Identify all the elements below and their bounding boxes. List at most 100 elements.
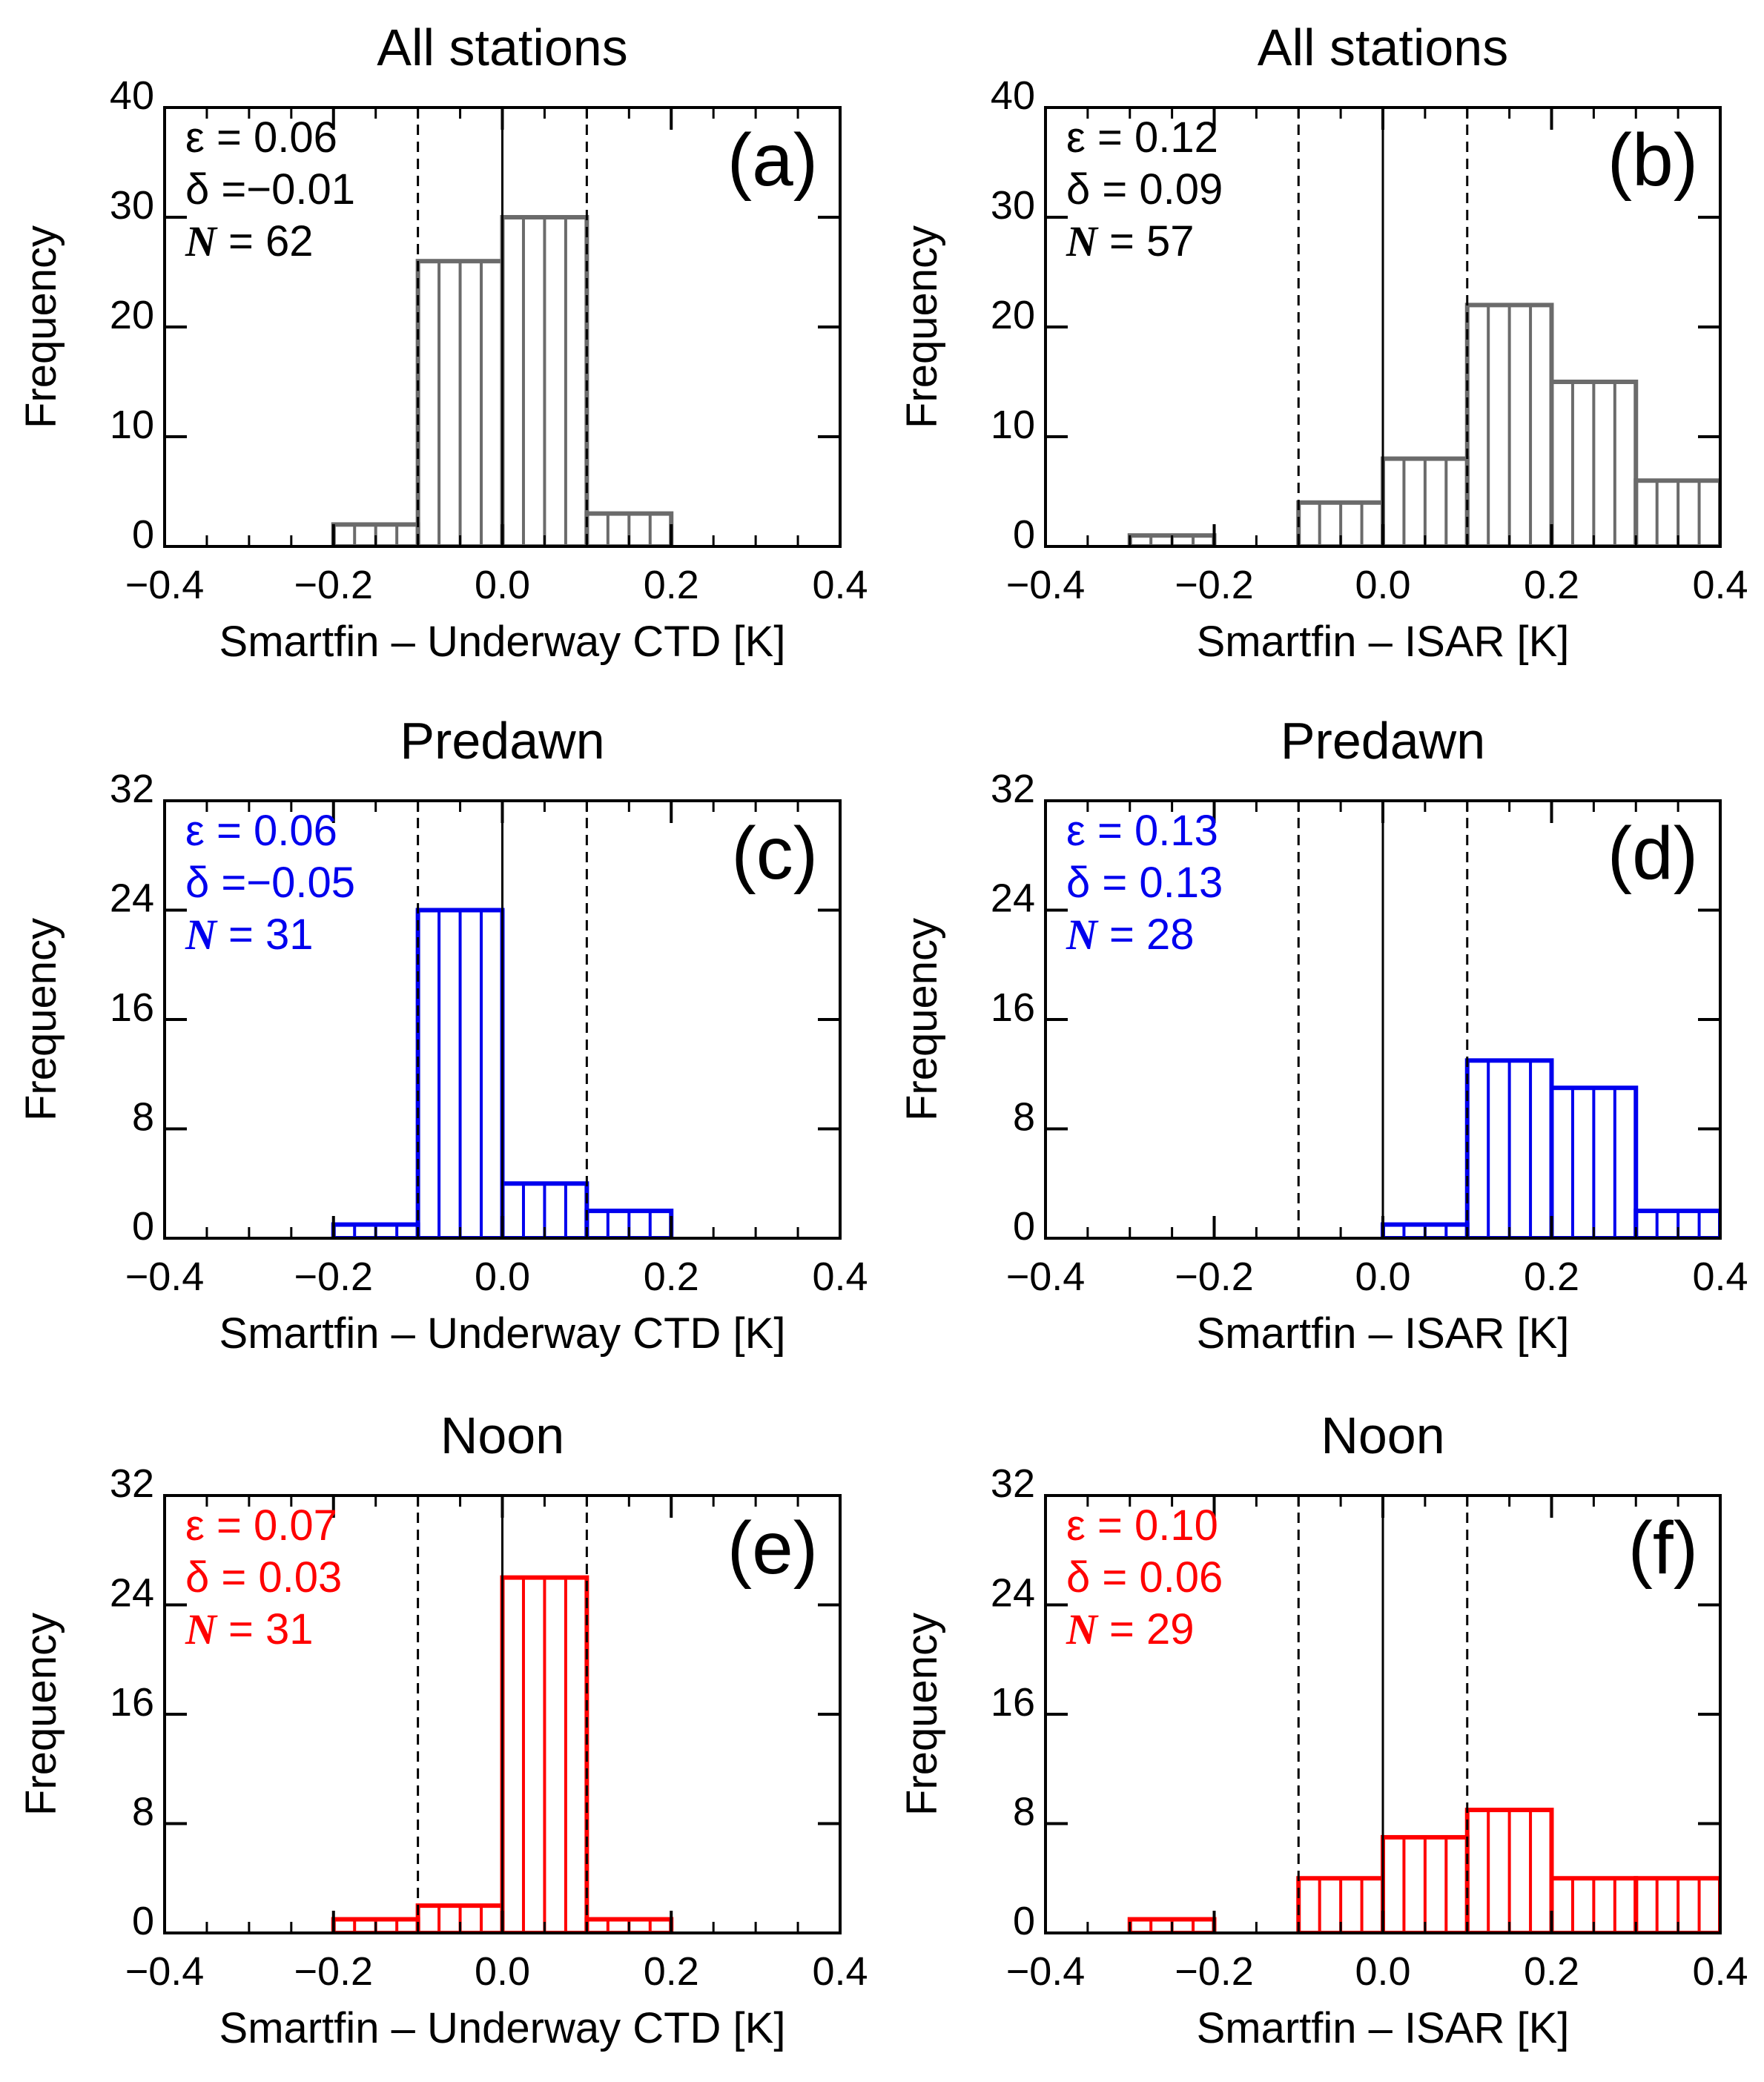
stat-n-value: = 29 <box>1097 1605 1195 1653</box>
x-tick-label: −0.4 <box>125 1949 205 1994</box>
x-tick-label: 0.2 <box>644 1255 699 1299</box>
y-tick-label: 16 <box>110 1680 154 1725</box>
y-tick-label: 32 <box>110 767 154 811</box>
y-tick-label: 0 <box>1013 1899 1035 1943</box>
y-tick-label: 24 <box>991 1571 1035 1616</box>
stat-count: N = 57 <box>1066 217 1195 265</box>
y-axis-label: Frequency <box>898 918 946 1121</box>
x-axis-label: Smartfin – Underway CTD [K] <box>219 618 786 666</box>
y-tick-label: 30 <box>110 183 154 228</box>
stat-n-symbol: N <box>185 911 218 959</box>
chart-title: Predawn <box>1281 712 1485 770</box>
stat-epsilon: ε = 0.06 <box>185 807 337 855</box>
panel-label: (d) <box>1608 812 1698 895</box>
x-tick-label: 0.0 <box>475 1949 530 1994</box>
stat-n-symbol: N <box>185 1605 218 1653</box>
y-tick-label: 0 <box>132 1204 154 1249</box>
y-tick-label: 24 <box>991 876 1035 921</box>
y-tick-label: 32 <box>110 1461 154 1506</box>
stat-delta: δ = 0.06 <box>1066 1553 1223 1602</box>
y-tick-label: 10 <box>110 403 154 447</box>
y-tick-label: 40 <box>110 73 154 118</box>
histogram-bar <box>1718 1222 1720 1238</box>
stat-n-symbol: N <box>1066 1605 1099 1653</box>
histogram-bar <box>415 908 505 1238</box>
stat-n-value: = 31 <box>217 1605 314 1653</box>
bars-b <box>1127 303 1720 546</box>
chart-title: All stations <box>377 19 627 76</box>
x-tick-label: −0.2 <box>1175 1949 1254 1994</box>
panel-label: (f) <box>1628 1507 1698 1590</box>
stat-epsilon: ε = 0.13 <box>1066 807 1218 855</box>
stat-n-value: = 57 <box>1097 217 1195 265</box>
stat-n-value: = 31 <box>217 911 314 959</box>
x-tick-label: −0.2 <box>294 1255 373 1299</box>
y-axis-label: Frequency <box>17 918 65 1121</box>
stat-n-value: = 62 <box>217 217 314 265</box>
x-tick-label: −0.2 <box>1175 563 1254 607</box>
y-tick-label: 20 <box>991 293 1035 337</box>
x-tick-label: 0.4 <box>1692 1255 1748 1299</box>
stat-epsilon: ε = 0.12 <box>1066 113 1218 162</box>
x-tick-label: 0.2 <box>1524 563 1579 607</box>
stat-count: N = 31 <box>185 1605 314 1653</box>
histogram-bar <box>1549 380 1639 546</box>
chart-title: Noon <box>440 1407 564 1464</box>
x-tick-label: 0.2 <box>644 563 699 607</box>
chart-title: All stations <box>1258 19 1508 76</box>
x-tick-label: −0.4 <box>125 563 205 607</box>
y-axis-label: Frequency <box>17 225 65 429</box>
x-axis-label: Smartfin – Underway CTD [K] <box>219 1309 786 1358</box>
x-tick-label: −0.4 <box>1006 563 1086 607</box>
y-tick-label: 32 <box>991 1461 1035 1506</box>
x-tick-label: −0.4 <box>1006 1255 1086 1299</box>
bars-f <box>1127 1808 1720 1933</box>
panel-label: (b) <box>1608 119 1698 202</box>
histogram-bar <box>1381 456 1470 546</box>
x-tick-label: 0.4 <box>812 563 868 607</box>
chart-title: Noon <box>1321 1407 1444 1464</box>
x-tick-label: −0.2 <box>294 1949 373 1994</box>
y-tick-label: 0 <box>132 1899 154 1943</box>
x-tick-label: 0.0 <box>1355 1255 1410 1299</box>
histogram-bar <box>500 215 589 546</box>
y-tick-label: 24 <box>110 1571 154 1616</box>
y-axis-label: Frequency <box>898 225 946 429</box>
chart-panel-f: Noon −0.4 −0.2 0.0 0.2 0.4 0 8 16 24 32 Smartfin – … <box>898 1407 1748 2052</box>
x-tick-label: 0.2 <box>644 1949 699 1994</box>
histogram-bar <box>1718 533 1720 546</box>
x-tick-label: 0.0 <box>475 563 530 607</box>
stat-delta: δ =−0.01 <box>185 165 355 214</box>
histogram-bar <box>415 259 505 546</box>
stat-count: N = 31 <box>185 911 314 959</box>
stat-delta: δ = 0.03 <box>185 1553 342 1602</box>
x-tick-label: 0.2 <box>1524 1949 1579 1994</box>
x-tick-label: 0.0 <box>1355 1949 1410 1994</box>
x-axis-label: Smartfin – ISAR [K] <box>1197 618 1570 666</box>
y-axis-label: Frequency <box>17 1613 65 1816</box>
stat-n-symbol: N <box>1066 217 1099 265</box>
x-tick-label: 0.4 <box>812 1255 868 1299</box>
x-tick-label: 0.4 <box>1692 1949 1748 1994</box>
x-tick-label: 0.0 <box>1355 563 1410 607</box>
panel-label: (a) <box>727 119 818 202</box>
histogram-bar <box>1549 1085 1639 1238</box>
y-tick-label: 0 <box>1013 1204 1035 1249</box>
x-tick-label: 0.4 <box>812 1949 868 1994</box>
y-axis-label: Frequency <box>898 1613 946 1816</box>
x-tick-label: 0.4 <box>1692 563 1748 607</box>
stat-n-symbol: N <box>1066 911 1099 959</box>
y-tick-label: 8 <box>1013 1095 1035 1140</box>
histogram-bar <box>1464 1058 1554 1238</box>
stat-n-value: = 28 <box>1097 911 1195 959</box>
stat-epsilon: ε = 0.06 <box>185 113 337 162</box>
stat-epsilon: ε = 0.07 <box>185 1501 337 1550</box>
stat-delta: δ =−0.05 <box>185 859 355 907</box>
stat-count: N = 28 <box>1066 911 1195 959</box>
x-axis-label: Smartfin – ISAR [K] <box>1197 2004 1570 2052</box>
x-tick-label: −0.2 <box>1175 1255 1254 1299</box>
x-axis-label: Smartfin – Underway CTD [K] <box>219 2004 786 2052</box>
histogram-bar <box>1381 1834 1470 1933</box>
y-tick-label: 8 <box>132 1095 154 1140</box>
